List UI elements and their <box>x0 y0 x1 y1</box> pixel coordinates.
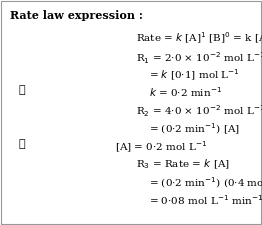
Text: = $k$ [0·1] mol L$^{-1}$: = $k$ [0·1] mol L$^{-1}$ <box>149 68 240 83</box>
Text: = 0·08 mol L$^{-1}$ min$^{-1}$: = 0·08 mol L$^{-1}$ min$^{-1}$ <box>149 194 262 207</box>
Text: Rate = $k$ [A]$^1$ [B]$^0$ = k [A]: Rate = $k$ [A]$^1$ [B]$^0$ = k [A] <box>136 30 262 46</box>
Text: Rate law expression :: Rate law expression : <box>10 10 143 21</box>
Text: R$_3$ = Rate = $k$ [A]: R$_3$ = Rate = $k$ [A] <box>136 158 230 171</box>
Text: = (0·2 min$^{-1}$) [A]: = (0·2 min$^{-1}$) [A] <box>149 122 240 137</box>
Text: [A] = 0·2 mol L$^{-1}$: [A] = 0·2 mol L$^{-1}$ <box>115 140 208 155</box>
Text: ∴: ∴ <box>18 86 25 95</box>
Text: = (0·2 min$^{-1}$) (0·4 mol L$^{-1}$): = (0·2 min$^{-1}$) (0·4 mol L$^{-1}$) <box>149 176 262 190</box>
Text: ∴: ∴ <box>18 140 25 149</box>
Text: R$_1$ = 2·0 × 10$^{-2}$ mol L$^{-1}$ min$^{-1}$: R$_1$ = 2·0 × 10$^{-2}$ mol L$^{-1}$ min… <box>136 51 262 66</box>
Text: R$_2$ = 4·0 × 10$^{-2}$ mol L$^{-1}$ min$^{-1}$: R$_2$ = 4·0 × 10$^{-2}$ mol L$^{-1}$ min… <box>136 104 262 119</box>
Text: $k$ = 0·2 min$^{-1}$: $k$ = 0·2 min$^{-1}$ <box>149 86 222 99</box>
